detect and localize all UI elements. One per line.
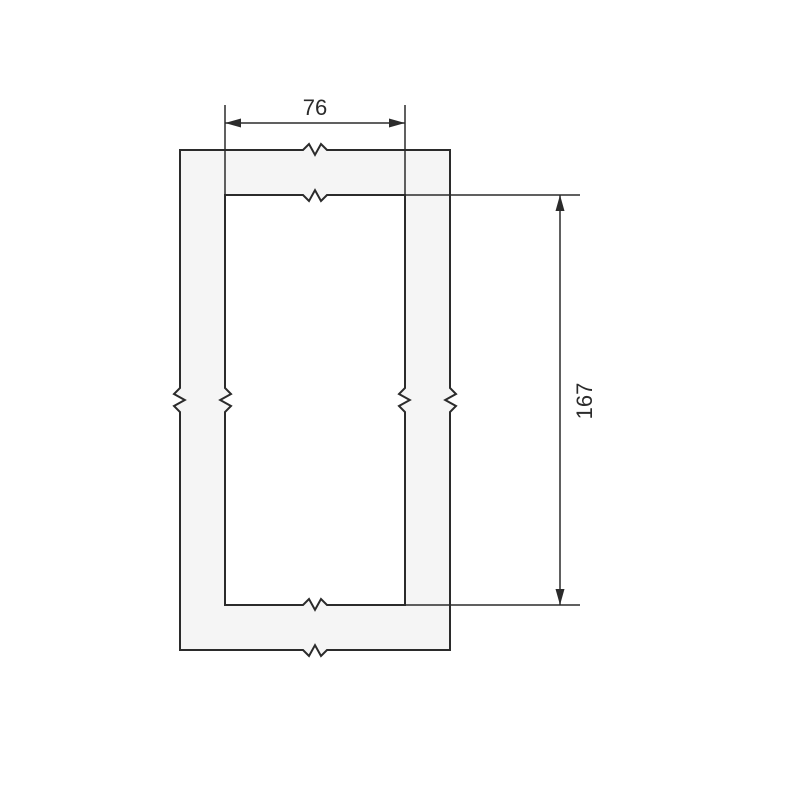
- dimension-width-label: 76: [285, 95, 345, 121]
- technical-drawing-svg: [0, 0, 800, 800]
- dim-height-arrow-bottom: [556, 589, 565, 605]
- inner-outline: [220, 190, 410, 610]
- dimension-height-label: 167: [572, 371, 598, 431]
- dim-height-arrow-top: [556, 195, 565, 211]
- profile-fill: [174, 144, 456, 656]
- drawing-canvas: 76 167: [0, 0, 800, 800]
- dim-width-arrow-right: [389, 119, 405, 128]
- dim-width-arrow-left: [225, 119, 241, 128]
